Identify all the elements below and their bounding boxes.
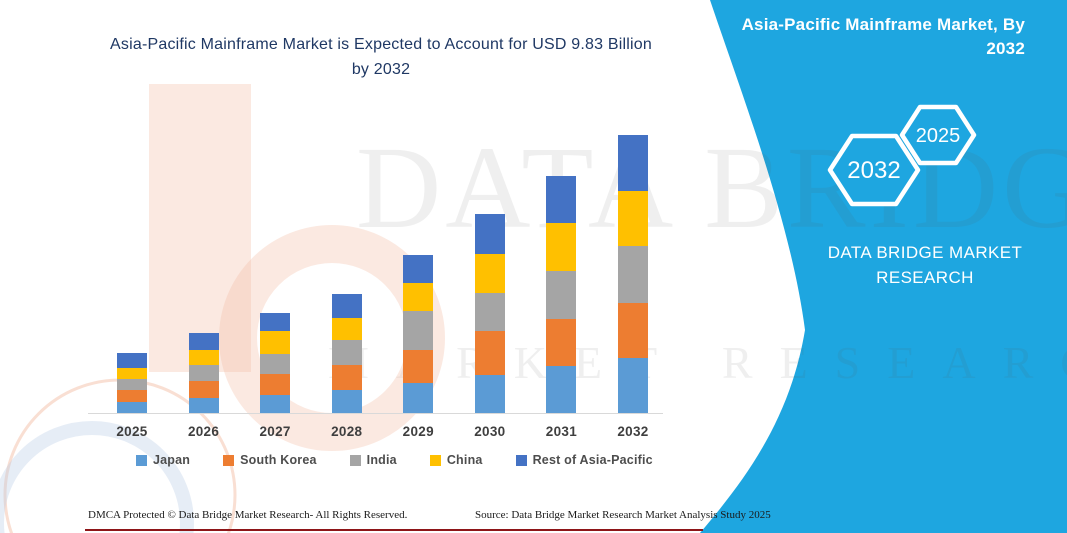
- footer-dmca-text: DMCA Protected © Data Bridge Market Rese…: [88, 509, 408, 521]
- bar-segment-rest-of-asia-pacific: [546, 175, 577, 224]
- bar-segment-japan: [260, 394, 291, 413]
- chart-title-line1: Asia-Pacific Mainframe Market is Expecte…: [110, 36, 652, 53]
- legend-label: Japan: [153, 453, 191, 467]
- bar-segment-rest-of-asia-pacific: [331, 293, 362, 318]
- legend-swatch-icon: [429, 454, 441, 466]
- stacked-bar-2025: [117, 353, 147, 413]
- bar-segment-india: [260, 353, 291, 375]
- legend-label: India: [366, 453, 397, 467]
- bar-segment-south-korea: [260, 374, 291, 395]
- chart-legend: Japan South Korea India China Rest of Asia-P…: [136, 453, 653, 467]
- legend-label: China: [446, 453, 483, 467]
- x-axis-label-2026: 2026: [187, 424, 220, 439]
- bar-segment-india: [546, 271, 577, 320]
- stacked-bar-2031: [546, 175, 577, 413]
- bar-segment-japan: [474, 374, 505, 413]
- legend-item-south-korea: South Korea: [223, 453, 317, 467]
- stacked-bar-2027: [260, 312, 291, 413]
- bar-segment-china: [188, 349, 219, 365]
- bar-segment-rest-of-asia-pacific: [260, 312, 291, 332]
- x-axis-label-2027: 2027: [259, 424, 291, 439]
- bar-segment-rest-of-asia-pacific: [117, 353, 147, 368]
- bar-segment-china: [546, 223, 577, 272]
- legend-label: South Korea: [240, 453, 317, 467]
- legend-item-rest-of-asia-pacific: Rest of Asia-Pacific: [515, 453, 653, 467]
- x-axis-label-2029: 2029: [402, 424, 434, 439]
- stacked-bar-2026: [188, 333, 219, 413]
- x-axis-label-2025: 2025: [116, 424, 148, 439]
- bar-segment-india: [474, 292, 505, 332]
- stacked-bar-2028: [331, 293, 362, 413]
- x-axis-label-2028: 2028: [331, 424, 363, 439]
- stacked-bar-2030: [474, 214, 505, 413]
- bar-segment-india: [117, 379, 147, 391]
- legend-label: Rest of Asia-Pacific: [532, 453, 653, 467]
- x-axis-label-2030: 2030: [474, 424, 506, 439]
- bar-segment-south-korea: [403, 349, 434, 383]
- bar-segment-india: [188, 364, 219, 382]
- bar-segment-south-korea: [546, 319, 577, 367]
- legend-swatch-icon: [223, 454, 235, 466]
- bar-segment-japan: [403, 382, 434, 413]
- bar-segment-south-korea: [617, 302, 648, 359]
- bar-segment-japan: [617, 358, 648, 413]
- bar-segment-india: [331, 339, 362, 366]
- stacked-bar-2029: [403, 254, 434, 413]
- x-axis-label-2032: 2032: [617, 424, 649, 439]
- bar-segment-china: [617, 190, 648, 246]
- bar-segment-china: [117, 367, 147, 380]
- bar-segment-china: [260, 331, 291, 354]
- legend-item-japan: Japan: [136, 453, 190, 467]
- bar-segment-china: [474, 253, 505, 293]
- bar-segment-rest-of-asia-pacific: [188, 333, 219, 350]
- x-axis-line: [88, 413, 663, 414]
- chart-title-line2: by 2032: [351, 60, 411, 78]
- bar-segment-japan: [117, 401, 147, 413]
- legend-swatch-icon: [136, 454, 147, 466]
- bar-segment-south-korea: [331, 365, 362, 391]
- bar-segment-south-korea: [117, 390, 147, 402]
- bar-segment-japan: [188, 397, 219, 413]
- bottom-divider-line: [85, 529, 703, 531]
- footer-source-text: Source: Data Bridge Market Research Mark…: [475, 509, 771, 521]
- bar-segment-japan: [331, 390, 362, 413]
- bar-segment-rest-of-asia-pacific: [403, 254, 434, 283]
- legend-item-china: China: [429, 453, 483, 467]
- legend-item-india: India: [349, 453, 397, 467]
- legend-swatch-icon: [349, 454, 361, 466]
- bar-segment-rest-of-asia-pacific: [617, 134, 648, 191]
- bar-segment-india: [403, 310, 434, 350]
- chart-title: Asia-Pacific Mainframe Market is Expecte…: [56, 33, 706, 83]
- bar-segment-china: [403, 282, 434, 311]
- bar-segment-south-korea: [188, 381, 219, 398]
- stacked-bar-2032: [617, 134, 648, 413]
- legend-swatch-icon: [515, 454, 527, 466]
- bar-segment-south-korea: [474, 331, 505, 375]
- bar-segment-india: [617, 246, 648, 303]
- bar-segment-japan: [546, 366, 577, 413]
- bar-segment-china: [331, 317, 362, 340]
- bar-segment-rest-of-asia-pacific: [474, 214, 505, 254]
- x-axis-label-2031: 2031: [545, 424, 578, 439]
